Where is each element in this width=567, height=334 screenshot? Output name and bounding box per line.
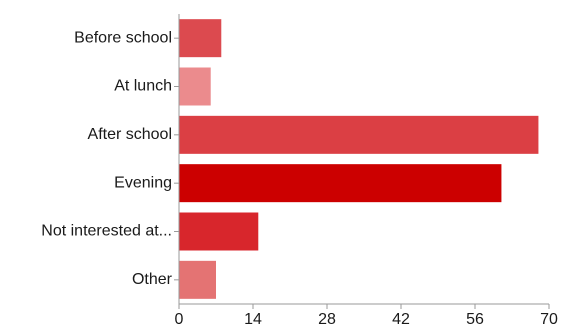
category-label-1: At lunch: [114, 78, 172, 95]
bar-3: [179, 164, 502, 203]
category-label-3: Evening: [114, 174, 172, 191]
x-tick-label-4: 56: [466, 311, 484, 328]
axes-layer: [178, 14, 549, 305]
category-label-5: Other: [132, 271, 173, 288]
bar-2: [179, 115, 539, 154]
x-tick-label-5: 70: [540, 311, 558, 328]
bar-1: [179, 67, 211, 106]
bars-layer: [179, 19, 539, 299]
category-label-2: After school: [88, 126, 172, 143]
ticks-layer: [174, 37, 550, 309]
category-label-4: Not interested at...: [41, 223, 172, 240]
bar-5: [179, 260, 216, 299]
x-tick-label-3: 42: [392, 311, 410, 328]
labels-layer: Before school At lunch After school Evening…: [41, 29, 558, 328]
bar-4: [179, 212, 259, 251]
category-label-0: Before school: [74, 29, 172, 46]
bar-0: [179, 19, 222, 58]
x-tick-label-0: 0: [175, 311, 184, 328]
x-tick-label-1: 14: [244, 311, 262, 328]
x-tick-label-2: 28: [318, 311, 336, 328]
